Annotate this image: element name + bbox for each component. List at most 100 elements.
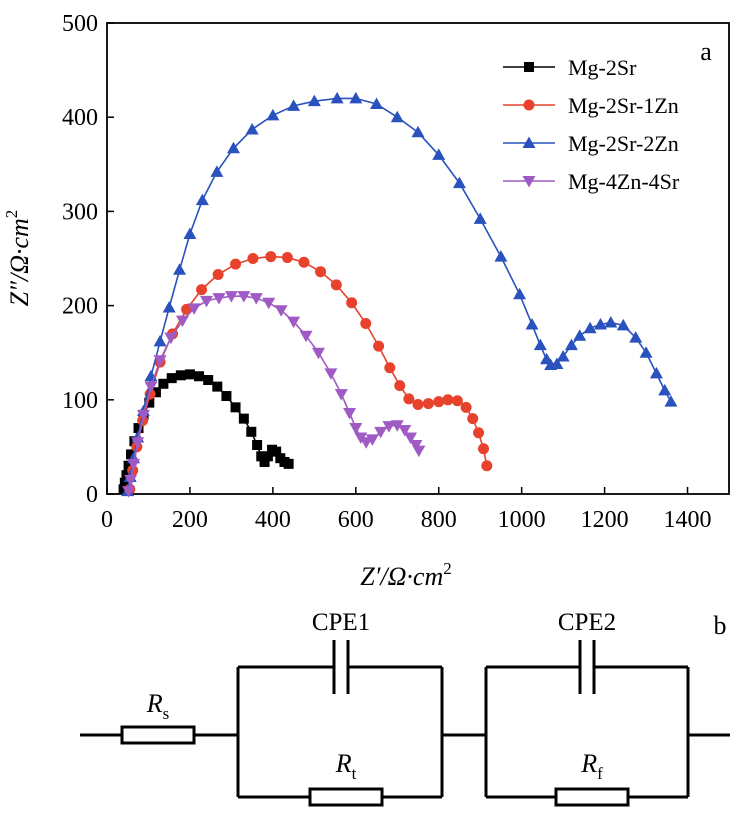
legend-item: Mg-2Sr-1Zn — [503, 93, 679, 118]
data-point — [265, 251, 277, 263]
data-point — [664, 395, 678, 407]
legend-label: Mg-2Sr-1Zn — [568, 93, 679, 118]
y-axis-label: Z″/Ω·cm2 — [2, 210, 34, 307]
legend-label: Mg-2Sr-2Zn — [568, 131, 679, 156]
data-point — [249, 293, 263, 305]
data-point — [533, 338, 547, 351]
data-point — [153, 355, 167, 367]
cpe2-label: CPE2 — [558, 609, 616, 636]
nyquist-plot: 0 200 400 600 800 1000 1200 1400 0 100 200 300 400 5… — [2, 11, 730, 591]
data-point — [153, 334, 167, 347]
data-point — [212, 381, 223, 392]
data-point — [404, 432, 418, 444]
resistor-rt — [308, 787, 384, 807]
data-point — [200, 295, 214, 308]
data-point — [583, 321, 597, 334]
rs-label: Rs — [146, 689, 170, 723]
x-axis-label: Z′/Ω·cm2 — [360, 559, 452, 591]
data-point — [287, 316, 301, 329]
y-tick-label: 500 — [62, 11, 98, 37]
resistor-rs — [120, 725, 196, 745]
data-point — [403, 393, 415, 405]
data-point — [360, 317, 372, 329]
data-point — [452, 176, 466, 189]
data-point — [230, 402, 241, 413]
series-line — [126, 97, 672, 492]
data-point — [183, 227, 197, 240]
data-point — [494, 250, 508, 262]
data-point — [123, 460, 134, 471]
data-point — [432, 148, 446, 160]
legend-label: Mg-4Zn-4Sr — [568, 169, 680, 194]
data-point — [194, 371, 205, 382]
data-point — [298, 256, 310, 268]
y-tick-label: 400 — [62, 105, 98, 131]
data-point — [184, 369, 195, 380]
data-point — [460, 401, 472, 413]
data-point — [256, 451, 267, 462]
y-tick-labels: 0 100 200 300 400 500 — [62, 11, 98, 508]
y-tick-label: 200 — [62, 294, 98, 320]
data-point — [150, 387, 161, 398]
data-point — [226, 141, 240, 154]
data-point — [473, 212, 487, 224]
data-point — [212, 269, 224, 281]
data-point — [311, 347, 325, 360]
data-point — [412, 445, 426, 458]
data-point — [124, 474, 138, 487]
data-point — [212, 293, 226, 305]
data-point — [237, 291, 251, 303]
y-axis-label-text: Z″/Ω·cm — [5, 218, 34, 306]
equivalent-circuit — [80, 640, 730, 807]
x-tick-label: 200 — [172, 507, 208, 533]
resistor-rf — [554, 787, 630, 807]
data-point — [604, 316, 618, 328]
data-point — [330, 91, 344, 104]
data-point — [649, 366, 663, 379]
data-point — [230, 258, 242, 270]
data-point — [210, 165, 224, 177]
data-point — [307, 94, 321, 107]
data-point — [126, 449, 137, 460]
x-tick-label: 1400 — [664, 507, 712, 533]
data-point — [259, 456, 270, 467]
plot-frame — [106, 22, 730, 495]
data-point — [394, 380, 406, 392]
data-point — [118, 484, 129, 495]
data-point — [349, 91, 363, 104]
series-mg-2sr — [118, 369, 294, 495]
data-point — [324, 368, 338, 380]
data-point — [564, 338, 578, 351]
data-point — [173, 263, 187, 275]
data-point — [158, 378, 169, 389]
data-point — [412, 399, 424, 411]
rt-subscript: t — [352, 764, 357, 783]
rs-symbol: R — [146, 689, 163, 718]
data-point — [144, 381, 158, 394]
data-point — [262, 451, 273, 462]
data-point — [349, 423, 363, 435]
series-layer — [118, 91, 678, 498]
legend-item: Mg-2Sr — [503, 55, 637, 80]
data-point — [433, 396, 445, 408]
data-point — [390, 420, 404, 432]
data-point — [451, 395, 463, 407]
data-point — [478, 443, 490, 455]
legend-marker — [522, 136, 536, 148]
data-point — [246, 426, 257, 437]
data-point — [593, 317, 607, 330]
data-point — [373, 340, 385, 352]
data-point — [370, 97, 384, 110]
rt-symbol: R — [335, 749, 352, 778]
data-point — [334, 389, 348, 401]
data-point — [164, 332, 178, 345]
x-tick-label: 0 — [101, 507, 113, 533]
panel-label-a: a — [700, 37, 712, 66]
data-point — [382, 421, 396, 433]
data-point — [166, 373, 177, 384]
data-point — [550, 357, 564, 370]
data-point — [442, 394, 454, 406]
legend-item: Mg-2Sr-2Zn — [503, 131, 679, 156]
legend-marker — [524, 62, 534, 72]
